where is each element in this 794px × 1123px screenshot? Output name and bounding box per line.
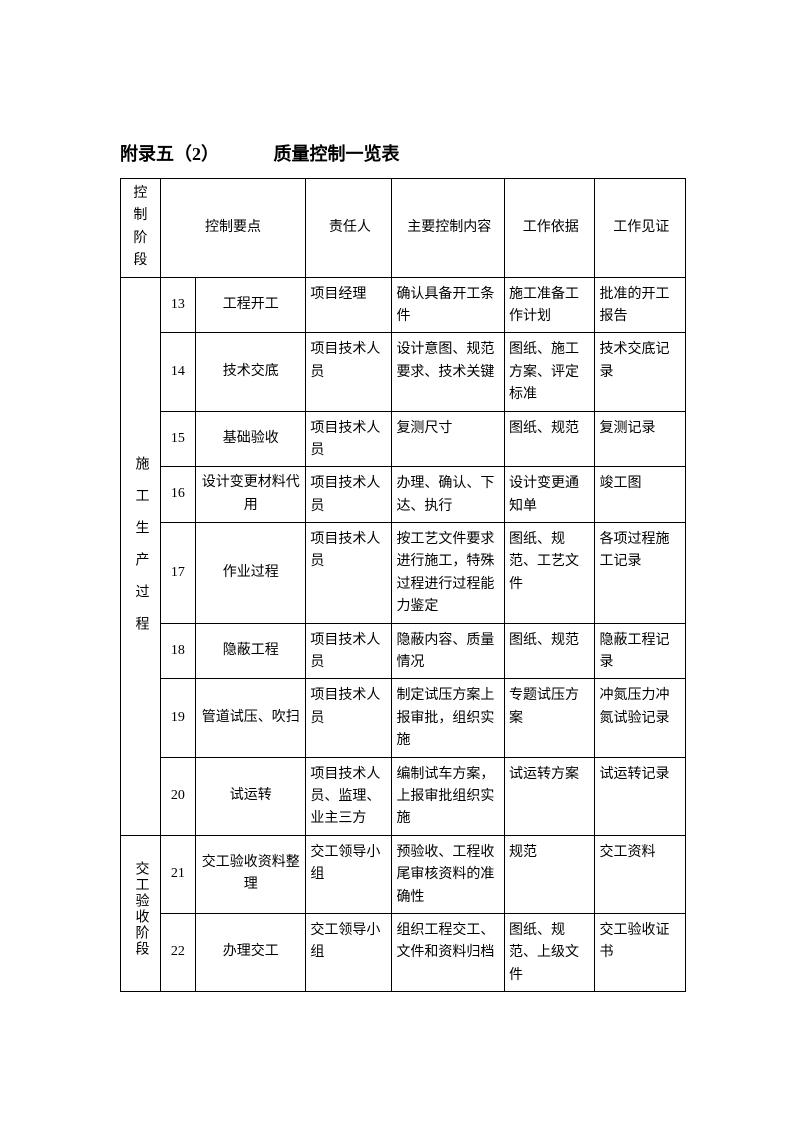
- row-person: 项目技术人员: [306, 679, 392, 757]
- row-person: 项目技术人员: [306, 411, 392, 467]
- row-person: 交工领导小组: [306, 913, 392, 991]
- row-basis: 图纸、规范、工艺文件: [504, 523, 594, 624]
- header-evidence: 工作见证: [595, 179, 686, 278]
- table-row: 22 办理交工 交工领导小组 组织工程交工、文件和资料归档 图纸、规范、上级文件…: [121, 913, 686, 991]
- row-person: 项目经理: [306, 277, 392, 333]
- title-prefix: 附录五（2）: [120, 140, 219, 166]
- row-evidence: 各项过程施工记录: [595, 523, 686, 624]
- stage-cell-2: 交工验收阶段: [121, 835, 161, 991]
- row-num: 14: [160, 333, 195, 411]
- row-person: 项目技术人员、监理、业主三方: [306, 757, 392, 835]
- row-content: 办理、确认、下达、执行: [392, 467, 505, 523]
- row-num: 21: [160, 835, 195, 913]
- row-point: 管道试压、吹扫: [196, 679, 306, 757]
- row-content: 复测尺寸: [392, 411, 505, 467]
- row-basis: 施工准备工作计划: [504, 277, 594, 333]
- row-evidence: 试运转记录: [595, 757, 686, 835]
- table-row: 18 隐蔽工程 项目技术人员 隐蔽内容、质量情况 图纸、规范 隐蔽工程记录: [121, 623, 686, 679]
- table-row: 交工验收阶段 21 交工验收资料整理 交工领导小组 预验收、工程收尾审核资料的准…: [121, 835, 686, 913]
- row-content: 确认具备开工条件: [392, 277, 505, 333]
- header-point: 控制要点: [160, 179, 306, 278]
- row-point: 技术交底: [196, 333, 306, 411]
- row-basis: 图纸、规范: [504, 623, 594, 679]
- row-evidence: 复测记录: [595, 411, 686, 467]
- table-row: 14 技术交底 项目技术人员 设计意图、规范要求、技术关键 图纸、施工方案、评定…: [121, 333, 686, 411]
- row-content: 编制试车方案，上报审批组织实施: [392, 757, 505, 835]
- row-num: 13: [160, 277, 195, 333]
- stage-cell-1: 施工生产过程: [121, 277, 161, 835]
- table-header-row: 控制阶段 控制要点 责任人 主要控制内容 工作依据 工作见证: [121, 179, 686, 278]
- row-num: 17: [160, 523, 195, 624]
- row-content: 预验收、工程收尾审核资料的准确性: [392, 835, 505, 913]
- header-content: 主要控制内容: [392, 179, 505, 278]
- row-point: 办理交工: [196, 913, 306, 991]
- row-evidence: 冲氮压力冲氮试验记录: [595, 679, 686, 757]
- row-person: 项目技术人员: [306, 623, 392, 679]
- row-evidence: 隐蔽工程记录: [595, 623, 686, 679]
- row-point: 隐蔽工程: [196, 623, 306, 679]
- quality-control-table: 控制阶段 控制要点 责任人 主要控制内容 工作依据 工作见证 施工生产过程 13…: [120, 178, 686, 992]
- row-point: 工程开工: [196, 277, 306, 333]
- row-content: 制定试压方案上报审批，组织实施: [392, 679, 505, 757]
- row-evidence: 批准的开工报告: [595, 277, 686, 333]
- row-point: 试运转: [196, 757, 306, 835]
- row-evidence: 技术交底记录: [595, 333, 686, 411]
- row-person: 项目技术人员: [306, 333, 392, 411]
- row-num: 22: [160, 913, 195, 991]
- row-num: 15: [160, 411, 195, 467]
- stage-label-2: 交工验收阶段: [129, 861, 151, 957]
- row-content: 隐蔽内容、质量情况: [392, 623, 505, 679]
- row-basis: 试运转方案: [504, 757, 594, 835]
- row-num: 18: [160, 623, 195, 679]
- header-stage: 控制阶段: [121, 179, 161, 278]
- table-row: 17 作业过程 项目技术人员 按工艺文件要求进行施工，特殊过程进行过程能力鉴定 …: [121, 523, 686, 624]
- header-person: 责任人: [306, 179, 392, 278]
- row-person: 项目技术人员: [306, 467, 392, 523]
- row-basis: 图纸、规范: [504, 411, 594, 467]
- row-basis: 设计变更通知单: [504, 467, 594, 523]
- row-content: 组织工程交工、文件和资料归档: [392, 913, 505, 991]
- row-content: 设计意图、规范要求、技术关键: [392, 333, 505, 411]
- table-row: 施工生产过程 13 工程开工 项目经理 确认具备开工条件 施工准备工作计划 批准…: [121, 277, 686, 333]
- table-row: 16 设计变更材料代用 项目技术人员 办理、确认、下达、执行 设计变更通知单 竣…: [121, 467, 686, 523]
- title-main: 质量控制一览表: [274, 144, 400, 164]
- header-basis: 工作依据: [504, 179, 594, 278]
- row-point: 设计变更材料代用: [196, 467, 306, 523]
- row-evidence: 交工验收证书: [595, 913, 686, 991]
- row-point: 基础验收: [196, 411, 306, 467]
- row-num: 16: [160, 467, 195, 523]
- table-row: 15 基础验收 项目技术人员 复测尺寸 图纸、规范 复测记录: [121, 411, 686, 467]
- row-basis: 图纸、规范、上级文件: [504, 913, 594, 991]
- row-point: 作业过程: [196, 523, 306, 624]
- row-basis: 规范: [504, 835, 594, 913]
- document-title: 附录五（2） 质量控制一览表: [120, 140, 686, 166]
- row-num: 19: [160, 679, 195, 757]
- row-content: 按工艺文件要求进行施工，特殊过程进行过程能力鉴定: [392, 523, 505, 624]
- row-basis: 专题试压方案: [504, 679, 594, 757]
- row-evidence: 竣工图: [595, 467, 686, 523]
- row-basis: 图纸、施工方案、评定标准: [504, 333, 594, 411]
- stage-label-1: 施工生产过程: [129, 456, 151, 648]
- table-row: 19 管道试压、吹扫 项目技术人员 制定试压方案上报审批，组织实施 专题试压方案…: [121, 679, 686, 757]
- row-num: 20: [160, 757, 195, 835]
- row-person: 项目技术人员: [306, 523, 392, 624]
- table-row: 20 试运转 项目技术人员、监理、业主三方 编制试车方案，上报审批组织实施 试运…: [121, 757, 686, 835]
- row-person: 交工领导小组: [306, 835, 392, 913]
- row-evidence: 交工资料: [595, 835, 686, 913]
- row-point: 交工验收资料整理: [196, 835, 306, 913]
